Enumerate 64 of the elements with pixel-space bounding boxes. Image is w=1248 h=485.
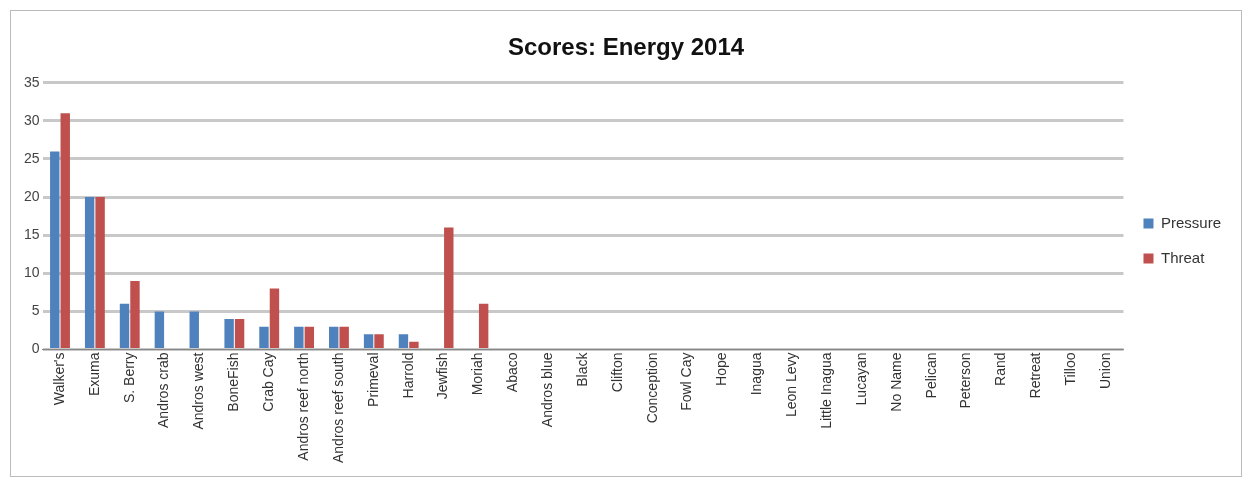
bar	[95, 197, 105, 348]
bar	[339, 326, 349, 348]
x-tick-label: Crab Cay	[260, 352, 277, 412]
bar	[224, 319, 234, 348]
y-tick-label: 30	[23, 111, 40, 128]
x-tick-label: Lucayan	[852, 352, 869, 406]
y-tick-label: 0	[31, 340, 40, 357]
x-tick-label: Clifton	[608, 352, 625, 393]
x-tick-label: Moriah	[469, 352, 486, 396]
bar	[259, 326, 269, 348]
x-tick-label: Abaco	[504, 352, 521, 393]
bar	[363, 334, 374, 348]
y-tick-label: 10	[23, 264, 40, 281]
x-tick-label: Black	[573, 351, 590, 387]
bar	[189, 311, 199, 348]
x-tick-label: Little Inagua	[817, 352, 834, 429]
bar	[294, 326, 304, 348]
bar	[398, 334, 409, 348]
y-tick-label: 15	[23, 226, 40, 243]
bar	[154, 311, 165, 348]
x-tick-label: Pelican	[922, 352, 939, 399]
x-tick-label: Fowl Cay	[678, 352, 695, 411]
x-tick-label: Andros west	[190, 352, 207, 430]
x-tick-label: Primeval	[364, 352, 381, 407]
bar	[50, 151, 60, 348]
bar	[234, 319, 245, 348]
y-tick-label: 5	[31, 302, 40, 319]
x-tick-label: Andros crab	[155, 352, 172, 428]
y-tick-label: 35	[23, 73, 40, 90]
x-tick-label: Conception	[643, 352, 660, 424]
x-tick-label: No Name	[887, 352, 904, 412]
chart-title: Scores: Energy 2014	[507, 33, 745, 61]
x-tick-label: Jewfish	[434, 352, 451, 400]
y-tick-label: 25	[23, 149, 40, 166]
bar	[374, 334, 384, 348]
bar	[409, 341, 419, 348]
x-tick-label: Andros reef north	[294, 352, 311, 461]
bar	[478, 303, 489, 348]
x-tick-label: Retreat	[1027, 352, 1044, 399]
x-tick-label: Inagua	[748, 352, 765, 396]
x-tick-label: BoneFish	[225, 352, 242, 412]
x-tick-label: Rand	[992, 352, 1009, 386]
x-tick-label: Andros blue	[539, 352, 556, 428]
bar	[269, 288, 280, 348]
bar	[444, 227, 454, 348]
x-tick-label: Union	[1096, 352, 1113, 390]
bar	[84, 197, 95, 348]
x-tick-label: Harrold	[399, 352, 416, 399]
bar	[119, 303, 130, 348]
x-tick-label: Leon Levy	[783, 352, 800, 418]
x-tick-label: Peterson	[957, 352, 974, 409]
x-tick-label: Hope	[713, 352, 730, 386]
legend-label: Threat	[1160, 248, 1206, 266]
bar	[304, 326, 315, 348]
y-tick-label: 20	[23, 187, 40, 204]
x-tick-label: Tilloo	[1062, 352, 1079, 386]
bar	[60, 113, 70, 348]
legend-label: Pressure	[1160, 213, 1222, 231]
x-tick-label: Walker's	[50, 352, 67, 406]
x-tick-label: Exuma	[85, 352, 102, 397]
bar	[130, 280, 140, 348]
bar	[329, 326, 339, 348]
x-tick-label: S. Berry	[120, 352, 137, 404]
x-tick-label: Andros reef south	[329, 352, 346, 464]
